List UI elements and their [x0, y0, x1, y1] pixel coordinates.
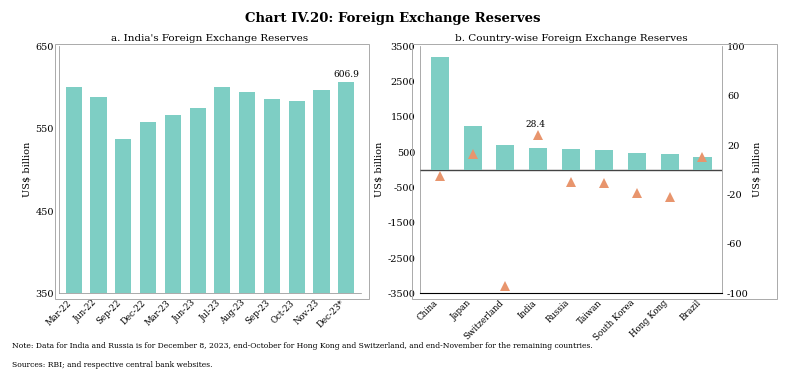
Bar [529, 148, 547, 170]
Bar [313, 90, 330, 386]
Title: b. Country-wise Foreign Exchange Reserves: b. Country-wise Foreign Exchange Reserve… [455, 34, 688, 43]
Bar [189, 108, 206, 386]
Bar [463, 127, 481, 170]
Bar [628, 152, 646, 170]
Bar [214, 87, 231, 386]
Bar [562, 149, 580, 170]
Y-axis label: US$ billion: US$ billion [753, 142, 762, 198]
Y-axis label: US$ billion: US$ billion [22, 142, 31, 198]
Bar [165, 115, 181, 386]
Bar [595, 150, 613, 170]
Bar [264, 99, 280, 386]
Text: Sources: RBI; and respective central bank websites.: Sources: RBI; and respective central ban… [12, 361, 212, 369]
Bar [661, 154, 679, 170]
Bar [90, 97, 107, 386]
Bar [140, 122, 156, 386]
Title: a. India's Foreign Exchange Reserves: a. India's Foreign Exchange Reserves [111, 34, 309, 43]
Bar [66, 87, 82, 386]
Bar [289, 102, 305, 386]
Text: Note: Data for India and Russia is for December 8, 2023, end-October for Hong Ko: Note: Data for India and Russia is for D… [12, 342, 593, 350]
Bar [496, 145, 514, 170]
Text: Chart IV.20: Foreign Exchange Reserves: Chart IV.20: Foreign Exchange Reserves [245, 12, 540, 25]
Y-axis label: US$ billion: US$ billion [374, 142, 383, 198]
Bar [693, 157, 711, 170]
Bar [115, 139, 131, 386]
Bar [338, 82, 354, 386]
Text: 28.4: 28.4 [525, 120, 545, 129]
Text: 606.9: 606.9 [334, 69, 360, 78]
Bar [239, 92, 255, 386]
Bar [431, 57, 449, 170]
